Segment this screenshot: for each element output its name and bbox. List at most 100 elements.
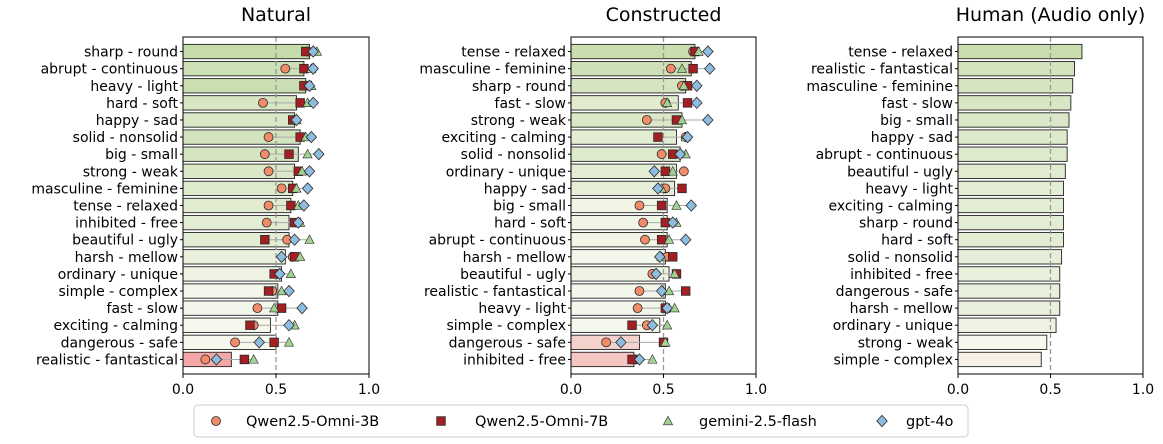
bar: [957, 163, 1066, 179]
bar: [182, 283, 279, 299]
bar: [957, 283, 1061, 299]
category-label: solid - nonsolid: [461, 147, 566, 163]
marker-triangle: [283, 336, 295, 347]
marker-diamond: [661, 301, 673, 315]
bar: [570, 351, 635, 368]
panel-title: Human (Audio only): [956, 4, 1146, 26]
marker-diamond: [655, 284, 668, 298]
marker-diamond: [292, 216, 305, 229]
bar: [957, 61, 1076, 77]
marker-diamond: [691, 79, 703, 92]
marker-square: [653, 132, 663, 142]
bar: [570, 43, 696, 60]
marker-circle: [258, 97, 268, 108]
marker-triangle: [676, 114, 688, 125]
marker-triangle: [669, 268, 680, 279]
marker-square: [656, 200, 667, 211]
bar: [182, 266, 283, 282]
marker-diamond: [650, 267, 662, 281]
marker-square: [269, 337, 279, 348]
marker-square: [295, 98, 305, 108]
marker-diamond: [691, 96, 703, 110]
marker-diamond: [283, 284, 295, 298]
legend-marker-square: [436, 416, 446, 426]
category-label: dangerous - safe: [61, 335, 178, 351]
bar: [957, 95, 1072, 111]
x-tick-label: 0.0: [560, 382, 582, 398]
category-label: masculine - feminine: [806, 79, 953, 95]
marker-square: [239, 354, 250, 365]
category-label: ordinary - unique: [833, 318, 953, 334]
marker-circle: [638, 217, 649, 228]
category-label: beautiful - ugly: [460, 267, 566, 283]
marker-diamond: [652, 182, 664, 195]
marker-diamond: [307, 96, 319, 110]
category-label: realistic - fantastical: [424, 284, 566, 300]
marker-diamond: [681, 130, 694, 144]
category-label: dangerous - safe: [836, 284, 953, 300]
marker-diamond: [685, 199, 697, 212]
marker-triangle: [663, 234, 675, 244]
marker-circle: [263, 132, 274, 142]
marker-square: [245, 320, 255, 330]
category-label: inhibited - free: [850, 267, 953, 283]
bar: [182, 43, 310, 60]
category-label: fast - slow: [495, 96, 566, 112]
marker-triangle: [295, 251, 306, 261]
marker-diamond: [648, 165, 660, 178]
category-label: sharp - round: [472, 79, 566, 95]
marker-triangle: [662, 97, 673, 107]
category-label: fast - slow: [107, 301, 178, 317]
marker-circle: [632, 303, 643, 314]
category-label: hard - soft: [106, 96, 178, 112]
category-label: ordinary - unique: [446, 164, 566, 180]
category-label: fast - slow: [882, 96, 953, 112]
category-label: beautiful - ugly: [72, 233, 178, 249]
marker-diamond: [273, 267, 286, 281]
bar: [957, 214, 1064, 231]
x-tick-label: 1.0: [358, 382, 380, 398]
panel-title: Constructed: [606, 4, 722, 26]
marker-diamond: [303, 79, 316, 92]
marker-diamond: [633, 353, 646, 366]
marker-diamond: [667, 216, 679, 229]
category-label: realistic - fantastical: [36, 352, 178, 368]
marker-triangle: [660, 336, 671, 347]
category-label: sharp - round: [84, 45, 178, 61]
legend-label: Qwen2.5-Omni-3B: [246, 414, 379, 430]
marker-circle: [634, 200, 645, 211]
marker-square: [688, 63, 698, 74]
legend-marker-triangle: [662, 415, 674, 426]
x-tick-label: 0.5: [265, 382, 287, 398]
category-label: abrupt - continuous: [41, 62, 178, 78]
bar: [957, 112, 1070, 128]
bar: [957, 317, 1057, 333]
marker-square: [682, 98, 693, 108]
category-label: strong - weak: [471, 113, 567, 129]
bar: [957, 197, 1064, 214]
marker-square: [677, 183, 687, 194]
marker-circle: [261, 217, 272, 228]
marker-triangle: [302, 148, 313, 159]
marker-diamond: [615, 336, 627, 349]
category-label: tense - relaxed: [461, 45, 566, 61]
marker-triangle: [248, 354, 259, 364]
marker-diamond: [646, 319, 659, 332]
marker-diamond: [288, 233, 301, 246]
marker-circle: [634, 286, 645, 296]
marker-circle: [259, 149, 270, 160]
bar: [182, 112, 296, 128]
legend: Qwen2.5-Omni-3B Qwen2.5-Omni-7B gemini-2.5…: [193, 404, 969, 438]
category-label: simple - complex: [834, 352, 954, 368]
marker-circle: [200, 354, 211, 365]
panel-human-audio-only: Human (Audio only) tense - relaxedrealist…: [806, 4, 1154, 398]
marker-diamond: [275, 250, 288, 264]
marker-triangle: [662, 319, 673, 330]
x-tick-label: 1.0: [745, 382, 767, 398]
marker-square: [627, 320, 637, 330]
category-label: abrupt - continuous: [429, 233, 566, 249]
marker-diamond: [307, 62, 319, 75]
bar: [957, 266, 1061, 282]
category-label: exciting - calming: [53, 318, 178, 334]
